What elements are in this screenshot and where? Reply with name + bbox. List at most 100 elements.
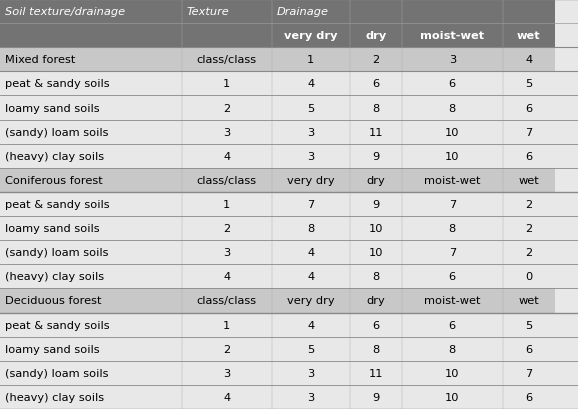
- Bar: [182, 361, 272, 385]
- Text: 6: 6: [449, 320, 456, 330]
- Text: moist-wet: moist-wet: [420, 31, 484, 41]
- Bar: [503, 216, 555, 240]
- Text: 6: 6: [372, 320, 379, 330]
- Text: very dry: very dry: [284, 31, 338, 41]
- Bar: [350, 120, 402, 144]
- Bar: [182, 289, 272, 313]
- Text: Texture: Texture: [187, 7, 229, 17]
- Text: 5: 5: [307, 103, 314, 113]
- Text: Drainage: Drainage: [276, 7, 328, 17]
- Bar: [350, 48, 402, 72]
- Text: 3: 3: [223, 368, 231, 378]
- Bar: [182, 0, 272, 24]
- Bar: [350, 72, 402, 96]
- Bar: [402, 169, 503, 193]
- Text: 9: 9: [372, 151, 379, 162]
- Bar: [182, 120, 272, 144]
- Text: 4: 4: [525, 55, 532, 65]
- Bar: [503, 72, 555, 96]
- Bar: [0, 120, 182, 144]
- Bar: [350, 289, 402, 313]
- Text: peat & sandy soils: peat & sandy soils: [5, 320, 109, 330]
- Bar: [272, 72, 350, 96]
- Bar: [503, 337, 555, 361]
- Bar: [0, 240, 182, 265]
- Text: 3: 3: [449, 55, 456, 65]
- Bar: [182, 48, 272, 72]
- Text: 4: 4: [307, 79, 314, 89]
- Bar: [350, 265, 402, 289]
- Text: 7: 7: [307, 200, 314, 209]
- Bar: [272, 24, 350, 48]
- Bar: [272, 361, 350, 385]
- Text: wet: wet: [518, 296, 539, 306]
- Text: 10: 10: [368, 224, 383, 234]
- Text: 0: 0: [525, 272, 532, 282]
- Text: 7: 7: [449, 200, 456, 209]
- Bar: [350, 313, 402, 337]
- Text: 1: 1: [307, 55, 314, 65]
- Text: 9: 9: [372, 392, 379, 402]
- Bar: [402, 337, 503, 361]
- Bar: [0, 385, 182, 409]
- Bar: [350, 193, 402, 216]
- Bar: [350, 361, 402, 385]
- Text: dry: dry: [365, 31, 386, 41]
- Text: (sandy) loam soils: (sandy) loam soils: [5, 127, 108, 137]
- Text: 1: 1: [223, 200, 231, 209]
- Bar: [402, 24, 503, 48]
- Text: 10: 10: [445, 368, 460, 378]
- Text: 10: 10: [445, 127, 460, 137]
- Text: Deciduous forest: Deciduous forest: [5, 296, 101, 306]
- Bar: [272, 289, 350, 313]
- Bar: [402, 289, 503, 313]
- Bar: [182, 193, 272, 216]
- Text: 6: 6: [449, 79, 456, 89]
- Bar: [0, 144, 182, 169]
- Text: 8: 8: [372, 344, 379, 354]
- Bar: [402, 216, 503, 240]
- Bar: [182, 337, 272, 361]
- Text: 5: 5: [525, 79, 532, 89]
- Bar: [272, 313, 350, 337]
- Bar: [272, 120, 350, 144]
- Text: 11: 11: [368, 368, 383, 378]
- Bar: [0, 361, 182, 385]
- Bar: [503, 169, 555, 193]
- Bar: [0, 289, 182, 313]
- Text: moist-wet: moist-wet: [424, 296, 480, 306]
- Text: 3: 3: [307, 151, 314, 162]
- Bar: [503, 240, 555, 265]
- Text: 7: 7: [525, 368, 532, 378]
- Text: 8: 8: [449, 103, 456, 113]
- Bar: [272, 240, 350, 265]
- Bar: [0, 193, 182, 216]
- Bar: [503, 96, 555, 120]
- Text: loamy sand soils: loamy sand soils: [5, 103, 99, 113]
- Text: 7: 7: [525, 127, 532, 137]
- Text: 4: 4: [223, 392, 231, 402]
- Text: dry: dry: [366, 175, 385, 185]
- Text: 10: 10: [368, 247, 383, 258]
- Text: (sandy) loam soils: (sandy) loam soils: [5, 368, 108, 378]
- Text: 6: 6: [525, 392, 532, 402]
- Bar: [272, 265, 350, 289]
- Bar: [503, 289, 555, 313]
- Bar: [402, 120, 503, 144]
- Bar: [272, 169, 350, 193]
- Text: 2: 2: [525, 247, 532, 258]
- Text: 11: 11: [368, 127, 383, 137]
- Bar: [402, 48, 503, 72]
- Bar: [182, 240, 272, 265]
- Bar: [182, 385, 272, 409]
- Bar: [503, 265, 555, 289]
- Text: Soil texture/drainage: Soil texture/drainage: [5, 7, 125, 17]
- Text: 2: 2: [525, 224, 532, 234]
- Bar: [272, 144, 350, 169]
- Bar: [503, 120, 555, 144]
- Text: 3: 3: [307, 368, 314, 378]
- Bar: [0, 72, 182, 96]
- Text: 8: 8: [372, 103, 379, 113]
- Bar: [0, 337, 182, 361]
- Bar: [503, 361, 555, 385]
